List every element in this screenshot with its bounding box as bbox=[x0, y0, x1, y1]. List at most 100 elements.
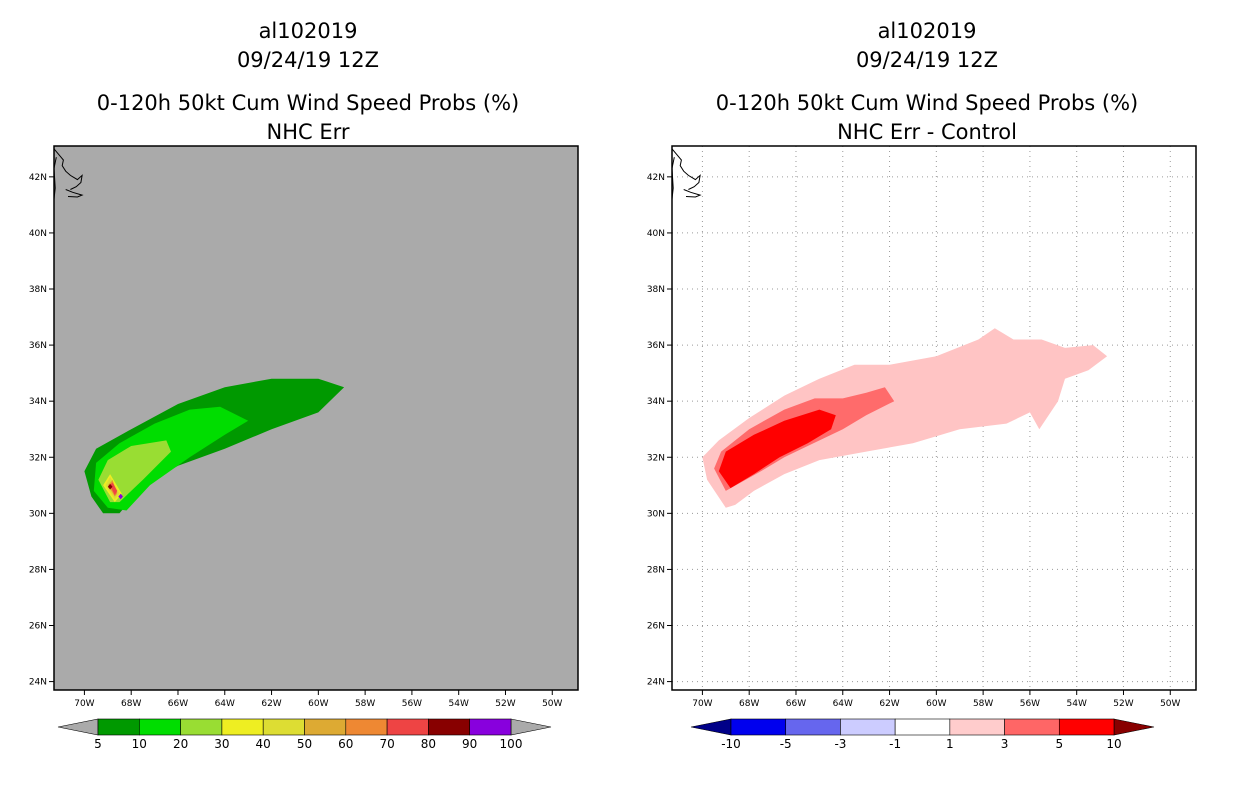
left-subtitle: NHC Err bbox=[266, 120, 349, 144]
right-colorbar-swatch bbox=[894, 718, 951, 736]
right-colorbar-swatch bbox=[1058, 718, 1115, 736]
right-y-tick-label: 30N bbox=[647, 509, 665, 519]
right-colorbar-right-arrow bbox=[1113, 718, 1155, 736]
right-contour-5 bbox=[718, 409, 836, 489]
left-y-tick-label: 42N bbox=[29, 173, 47, 183]
left-coastline bbox=[54, 148, 83, 190]
left-colorbar-swatch bbox=[428, 718, 470, 736]
right-colorbar-label: 1 bbox=[946, 737, 954, 751]
left-x-tick-label: 58W bbox=[355, 699, 375, 709]
left-colorbar-swatch bbox=[386, 718, 429, 736]
right-x-tick-label: 60W bbox=[926, 699, 946, 709]
right-colorbar-left-arrow bbox=[690, 718, 732, 736]
left-y-tick-label: 24N bbox=[29, 678, 47, 688]
left-x-tick-label: 52W bbox=[495, 699, 515, 709]
left-plot-frame bbox=[53, 145, 579, 691]
left-contour-80 bbox=[107, 483, 113, 490]
left-colorbar: 5 10 20 30 40 50 60 70 80 90 100 bbox=[57, 718, 552, 751]
right-x-tick-label: 64W bbox=[833, 699, 853, 709]
left-colorbar-swatch bbox=[345, 718, 388, 736]
left-colorbar-label: 50 bbox=[297, 737, 312, 751]
right-colorbar-label: 10 bbox=[1106, 737, 1121, 751]
left-colorbar-swatch bbox=[262, 718, 305, 736]
left-colorbar-label: 40 bbox=[256, 737, 271, 751]
right-x-tick-label: 62W bbox=[879, 699, 899, 709]
left-y-tick-label: 36N bbox=[29, 341, 47, 351]
right-colorbar-label: -10 bbox=[721, 737, 741, 751]
right-colorbar-label: 5 bbox=[1055, 737, 1063, 751]
left-colorbar-left-arrow bbox=[57, 718, 99, 736]
right-colorbar-swatch bbox=[785, 718, 841, 736]
left-date: 09/24/19 12Z bbox=[237, 48, 379, 72]
right-x-tick-label: 68W bbox=[739, 699, 759, 709]
right-date: 09/24/19 12Z bbox=[856, 48, 998, 72]
left-colorbar-label: 80 bbox=[421, 737, 436, 751]
left-colorbar-label: 30 bbox=[214, 737, 229, 751]
left-plot-background bbox=[54, 146, 578, 690]
left-product: 0-120h 50kt Cum Wind Speed Probs (%) bbox=[97, 91, 519, 115]
right-map-panel: 70W 68W 66W 64W 62W 60W 58W 56W 54W 52W 50W 24N 26N 2… bbox=[647, 145, 1197, 709]
left-y-tick-label: 40N bbox=[29, 229, 47, 239]
left-y-tick-label: 32N bbox=[29, 453, 47, 463]
left-x-tick-label: 50W bbox=[542, 699, 562, 709]
left-y-tick-label: 28N bbox=[29, 565, 47, 575]
left-x-tick-label: 60W bbox=[308, 699, 328, 709]
right-x-tick-label: 50W bbox=[1160, 699, 1180, 709]
left-y-tick-label: 30N bbox=[29, 509, 47, 519]
right-x-tick-label: 54W bbox=[1067, 699, 1087, 709]
left-colorbar-swatch bbox=[469, 718, 512, 736]
left-colorbar-label: 10 bbox=[132, 737, 147, 751]
right-y-tick-label: 24N bbox=[647, 678, 665, 688]
left-colorbar-right-arrow bbox=[510, 718, 552, 736]
right-colorbar-swatch bbox=[1004, 718, 1060, 736]
right-colorbar-swatch bbox=[730, 718, 787, 736]
right-product: 0-120h 50kt Cum Wind Speed Probs (%) bbox=[716, 91, 1138, 115]
left-colorbar-swatch bbox=[97, 718, 140, 736]
right-colorbar-label: -1 bbox=[889, 737, 901, 751]
right-coastline bbox=[683, 189, 702, 198]
left-colorbar-swatch bbox=[221, 718, 264, 736]
right-colorbar-label: -5 bbox=[780, 737, 792, 751]
right-coastline bbox=[672, 148, 701, 190]
left-map-panel: 70W 68W 66W 64W 62W 60W 58W 56W 54W 52W 50W 24N 26N 2… bbox=[29, 145, 579, 709]
right-subtitle: NHC Err - Control bbox=[837, 120, 1017, 144]
right-y-tick-label: 42N bbox=[647, 173, 665, 183]
left-x-tick-label: 70W bbox=[74, 699, 94, 709]
left-colorbar-swatch bbox=[139, 718, 181, 736]
left-y-tick-label: 38N bbox=[29, 285, 47, 295]
left-colorbar-swatch bbox=[180, 718, 223, 736]
right-y-tick-label: 32N bbox=[647, 453, 665, 463]
right-y-tick-label: 40N bbox=[647, 229, 665, 239]
left-x-tick-label: 66W bbox=[168, 699, 188, 709]
right-colorbar-swatch bbox=[840, 718, 896, 736]
right-x-tick-label: 70W bbox=[692, 699, 712, 709]
right-storm-id: al102019 bbox=[878, 19, 977, 43]
left-storm-id: al102019 bbox=[259, 19, 358, 43]
right-plot-frame bbox=[671, 145, 1197, 691]
right-x-tick-label: 52W bbox=[1113, 699, 1133, 709]
left-x-tick-label: 62W bbox=[261, 699, 281, 709]
right-colorbar-label: 3 bbox=[1001, 737, 1009, 751]
left-coastline bbox=[65, 189, 84, 198]
left-y-tick-label: 26N bbox=[29, 622, 47, 632]
right-y-tick-label: 36N bbox=[647, 341, 665, 351]
left-x-tick-label: 68W bbox=[121, 699, 141, 709]
left-x-tick-label: 54W bbox=[449, 699, 469, 709]
right-y-tick-label: 26N bbox=[647, 622, 665, 632]
left-x-tick-label: 56W bbox=[402, 699, 422, 709]
left-contour-90 bbox=[118, 493, 123, 500]
right-colorbar-label: -3 bbox=[834, 737, 846, 751]
left-colorbar-label: 90 bbox=[462, 737, 477, 751]
right-x-tick-label: 66W bbox=[786, 699, 806, 709]
right-colorbar: -10 -5 -3 -1 1 3 5 10 bbox=[690, 718, 1155, 751]
left-y-tick-label: 34N bbox=[29, 397, 47, 407]
left-colorbar-label: 60 bbox=[338, 737, 353, 751]
right-x-tick-label: 56W bbox=[1020, 699, 1040, 709]
right-y-tick-label: 34N bbox=[647, 397, 665, 407]
left-colorbar-label: 70 bbox=[379, 737, 394, 751]
right-y-tick-label: 38N bbox=[647, 285, 665, 295]
left-colorbar-label: 100 bbox=[500, 737, 523, 751]
right-contour-1 bbox=[702, 328, 1108, 508]
left-colorbar-label: 20 bbox=[173, 737, 188, 751]
